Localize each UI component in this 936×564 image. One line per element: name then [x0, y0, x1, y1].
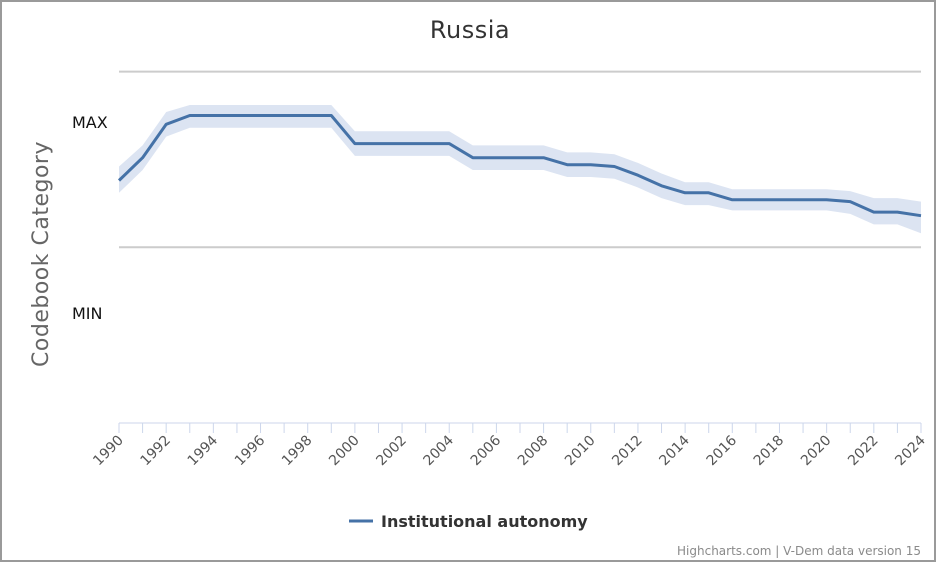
legend[interactable]: Institutional autonomy — [349, 512, 588, 531]
max-label: MAX — [72, 113, 108, 132]
credits-text[interactable]: Highcharts.com | V-Dem data version 15 — [677, 544, 921, 558]
x-tick-label: 2010 — [562, 433, 599, 470]
confidence-band — [119, 105, 921, 234]
x-tick-label: 2016 — [704, 432, 741, 469]
x-tick-label: 2000 — [326, 433, 363, 470]
x-tick-label: 2014 — [656, 432, 693, 469]
legend-item-institutional-autonomy[interactable]: Institutional autonomy — [381, 512, 588, 531]
gridlines — [119, 70, 921, 249]
confidence-band-group — [119, 105, 921, 234]
x-tick-label: 2004 — [421, 432, 458, 469]
x-tick-label: 2024 — [892, 432, 929, 469]
x-tick-label: 1992 — [137, 433, 174, 470]
min-label: MIN — [72, 304, 103, 323]
x-tick-label: 2012 — [609, 433, 646, 470]
series-line-group — [117, 114, 922, 218]
x-tick-label: 2002 — [373, 433, 410, 470]
x-tick-label: 1998 — [279, 433, 316, 470]
x-tick-label: 2022 — [845, 433, 882, 470]
x-tick-label: 1994 — [185, 432, 222, 469]
x-tick-label: 2008 — [515, 433, 552, 470]
x-tick-label: 2020 — [798, 433, 835, 470]
chart-title: Russia — [430, 16, 510, 44]
y-axis-label: Codebook Category — [29, 141, 54, 367]
x-tick-label: 2018 — [751, 433, 788, 470]
x-tick-label: 2006 — [468, 432, 505, 469]
series-line-institutional-autonomy — [117, 114, 922, 218]
x-tick-label: 1996 — [232, 432, 269, 469]
x-tick-label: 1990 — [90, 433, 127, 470]
x-axis: 1990 1992 1994 1996 1998 2000 2002 2004 2006 2008… — [90, 422, 929, 470]
